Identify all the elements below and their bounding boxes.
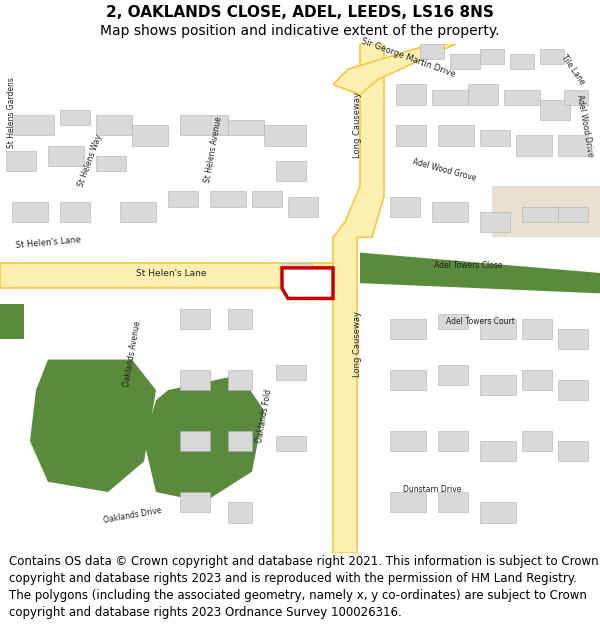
Bar <box>438 492 468 512</box>
Polygon shape <box>333 44 456 94</box>
Bar <box>480 319 516 339</box>
Bar <box>480 375 516 395</box>
Bar <box>480 131 510 146</box>
Bar <box>450 54 480 69</box>
Text: Adel Wood Grove: Adel Wood Grove <box>411 158 477 183</box>
Bar <box>420 44 444 59</box>
Text: Oaklands Drive: Oaklands Drive <box>102 506 162 524</box>
Text: St Helens Gardens: St Helens Gardens <box>7 77 17 148</box>
Bar <box>438 314 468 329</box>
Polygon shape <box>30 359 156 492</box>
Bar <box>120 202 156 222</box>
Bar <box>180 431 210 451</box>
Bar <box>264 125 306 146</box>
Bar <box>480 49 504 64</box>
Text: St Helen's Lane: St Helen's Lane <box>15 235 81 249</box>
Bar <box>180 115 228 136</box>
Text: Adel Towers Close: Adel Towers Close <box>434 261 502 270</box>
Bar <box>564 89 588 105</box>
Polygon shape <box>492 186 600 238</box>
Text: Oaklands Avenue: Oaklands Avenue <box>122 320 142 387</box>
Text: Sir George Martin Drive: Sir George Martin Drive <box>360 36 456 79</box>
Bar <box>516 136 552 156</box>
Text: Oaklands Fold: Oaklands Fold <box>255 388 273 443</box>
Bar <box>390 431 426 451</box>
Bar <box>432 202 468 222</box>
Bar <box>228 370 252 390</box>
Bar <box>48 146 84 166</box>
Polygon shape <box>0 262 333 288</box>
Text: Adel Towers Court: Adel Towers Court <box>446 317 514 326</box>
Bar <box>510 54 534 69</box>
Bar <box>558 441 588 461</box>
Bar <box>252 191 282 207</box>
Text: Map shows position and indicative extent of the property.: Map shows position and indicative extent… <box>100 24 500 39</box>
Bar <box>522 319 552 339</box>
Bar <box>390 492 426 512</box>
Text: St Helen's Lane: St Helen's Lane <box>136 269 206 278</box>
Bar <box>60 202 90 222</box>
Bar <box>522 207 558 222</box>
Bar <box>210 191 246 207</box>
Bar <box>276 364 306 380</box>
Text: Contains OS data © Crown copyright and database right 2021. This information is : Contains OS data © Crown copyright and d… <box>9 554 599 619</box>
Polygon shape <box>282 268 333 298</box>
Bar <box>12 115 54 136</box>
Bar <box>180 309 210 329</box>
Bar <box>558 207 588 222</box>
Bar <box>438 364 468 385</box>
Bar <box>228 503 252 522</box>
Bar <box>480 441 516 461</box>
Bar <box>276 436 306 451</box>
Bar <box>60 110 90 125</box>
Bar <box>282 262 312 288</box>
Bar <box>390 370 426 390</box>
Text: St Helens Avenue: St Helens Avenue <box>203 116 223 183</box>
Bar <box>12 202 48 222</box>
Polygon shape <box>144 375 264 503</box>
Text: 2, OAKLANDS CLOSE, ADEL, LEEDS, LS16 8NS: 2, OAKLANDS CLOSE, ADEL, LEEDS, LS16 8NS <box>106 5 494 20</box>
Text: Adel Wood Drive: Adel Wood Drive <box>575 94 595 158</box>
Bar <box>438 125 474 146</box>
Text: Tile Lane: Tile Lane <box>559 53 587 86</box>
Bar <box>522 431 552 451</box>
Bar <box>168 191 198 207</box>
Bar <box>276 161 306 181</box>
Bar <box>180 492 210 512</box>
Bar <box>438 431 468 451</box>
Text: Long Causeway: Long Causeway <box>353 311 361 377</box>
Text: Dunstarn Drive: Dunstarn Drive <box>403 485 461 494</box>
Bar <box>540 49 564 64</box>
Polygon shape <box>333 44 384 553</box>
Bar <box>522 370 552 390</box>
Bar <box>288 196 318 217</box>
Bar <box>96 156 126 171</box>
Bar <box>6 151 36 171</box>
Bar <box>504 89 540 105</box>
Bar <box>390 196 420 217</box>
Bar <box>432 89 468 105</box>
Bar <box>228 309 252 329</box>
Bar <box>480 503 516 522</box>
Bar <box>228 120 264 136</box>
Text: St Helens Way: St Helens Way <box>76 134 104 188</box>
Bar <box>558 136 588 156</box>
Bar <box>558 380 588 400</box>
Bar <box>96 115 132 136</box>
Polygon shape <box>0 304 24 339</box>
Bar <box>180 370 210 390</box>
Bar <box>480 212 510 232</box>
Bar <box>390 319 426 339</box>
Bar <box>468 84 498 105</box>
Bar <box>132 125 168 146</box>
Bar <box>540 100 570 120</box>
Bar <box>228 431 252 451</box>
Bar <box>558 329 588 349</box>
Text: Long Causeway: Long Causeway <box>353 92 361 158</box>
Bar <box>396 84 426 105</box>
Polygon shape <box>360 253 600 293</box>
Bar <box>396 125 426 146</box>
